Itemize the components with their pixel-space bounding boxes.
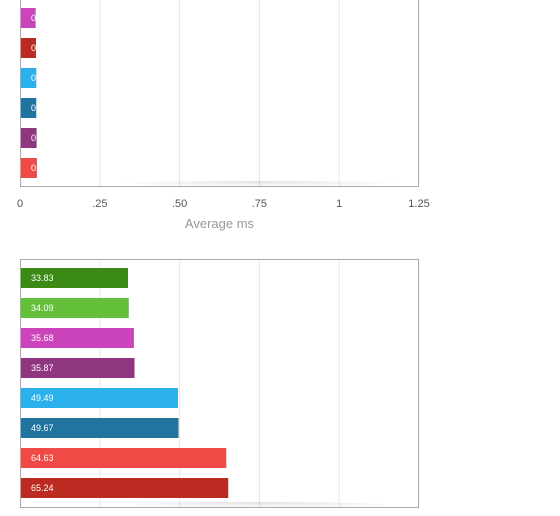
- bar-value-label: 0.051: [31, 73, 54, 83]
- bar: [21, 38, 36, 58]
- x-tick-label: 0: [17, 198, 23, 210]
- bar-value-label: 0.051: [31, 103, 54, 113]
- plot-shadow: [89, 502, 430, 514]
- bar-value-label: 65.24: [31, 483, 54, 493]
- bar-value-label: 0.052: [31, 133, 54, 143]
- bar-value-label: 49.49: [31, 393, 54, 403]
- bar-value-label: 0.053: [31, 163, 54, 173]
- bar: [21, 328, 134, 348]
- x-axis-title: Average ms: [185, 216, 255, 231]
- bar-value-label: 0.049: [31, 13, 54, 23]
- bar: [21, 8, 36, 28]
- x-tick-label: .50: [172, 198, 187, 210]
- x-tick-label: 1: [336, 198, 342, 210]
- bar: [21, 448, 227, 468]
- bar: [21, 478, 229, 498]
- bar: [21, 158, 37, 178]
- bar: [21, 358, 135, 378]
- plot-shadow: [89, 181, 430, 193]
- bar-value-label: 33.83: [31, 273, 54, 283]
- bar: [21, 298, 129, 318]
- bar-value-label: 49.67: [31, 423, 54, 433]
- x-tick-label: .75: [252, 198, 267, 210]
- bar-value-label: 34.09: [31, 303, 54, 313]
- bar: [21, 68, 37, 88]
- bar: [21, 418, 179, 438]
- x-tick-label: .25: [92, 198, 107, 210]
- bar: [21, 128, 37, 148]
- x-tick-label: 1.25: [408, 198, 429, 210]
- bar-value-label: 35.87: [31, 363, 54, 373]
- chart-second: 33.83 34.09 35.68 35.87 49.49 49.67 64.63 65.24: [20, 259, 430, 514]
- bar: [21, 98, 37, 118]
- bar-value-label: 0.050: [31, 43, 54, 53]
- bar: [21, 268, 128, 288]
- bar-value-label: 64.63: [31, 453, 54, 463]
- bar-value-label: 35.68: [31, 333, 54, 343]
- chart-average-ms: 0.049 0.050 0.051 0.051 0.052 0.053 0 .25 .50 .75…: [17, 0, 430, 231]
- bar: [21, 388, 178, 408]
